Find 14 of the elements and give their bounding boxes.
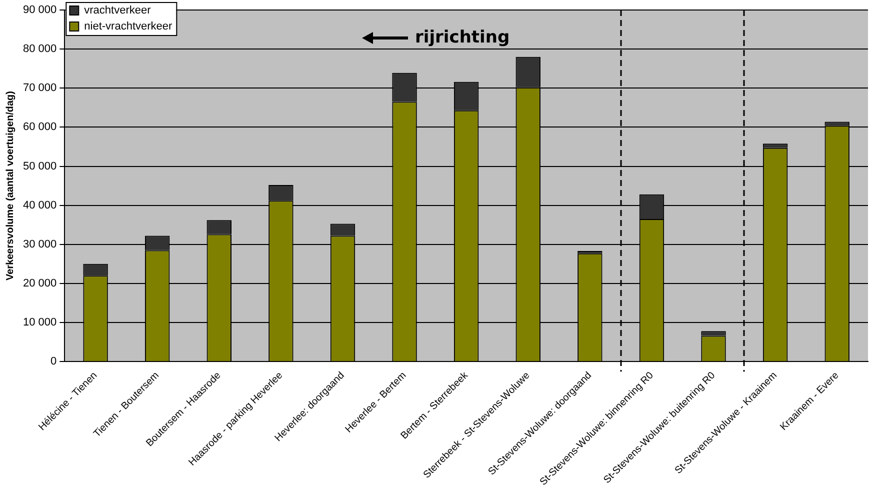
y-tick-label: 50 000: [22, 160, 57, 172]
y-tick-label: 10 000: [22, 316, 57, 329]
y-tick-label: 20 000: [22, 277, 57, 290]
y-tick-label: 60 000: [22, 121, 57, 134]
legend-label: vrachtverkeer: [84, 4, 152, 17]
y-tick-label: 90 000: [22, 4, 57, 16]
y-tick-label: 30 000: [22, 238, 57, 250]
y-tick-label: 80 000: [22, 43, 57, 56]
legend-label: niet-vrachtverkeer: [84, 20, 173, 33]
y-tick-label: 70 000: [22, 82, 57, 94]
y-tick-label: 0: [50, 356, 57, 368]
y-axis-title: Verkeersvolume (aantal voertuigen/dag): [4, 91, 16, 281]
annotation: rijrichting: [415, 27, 510, 48]
y-tick-label: 40 000: [22, 199, 57, 212]
